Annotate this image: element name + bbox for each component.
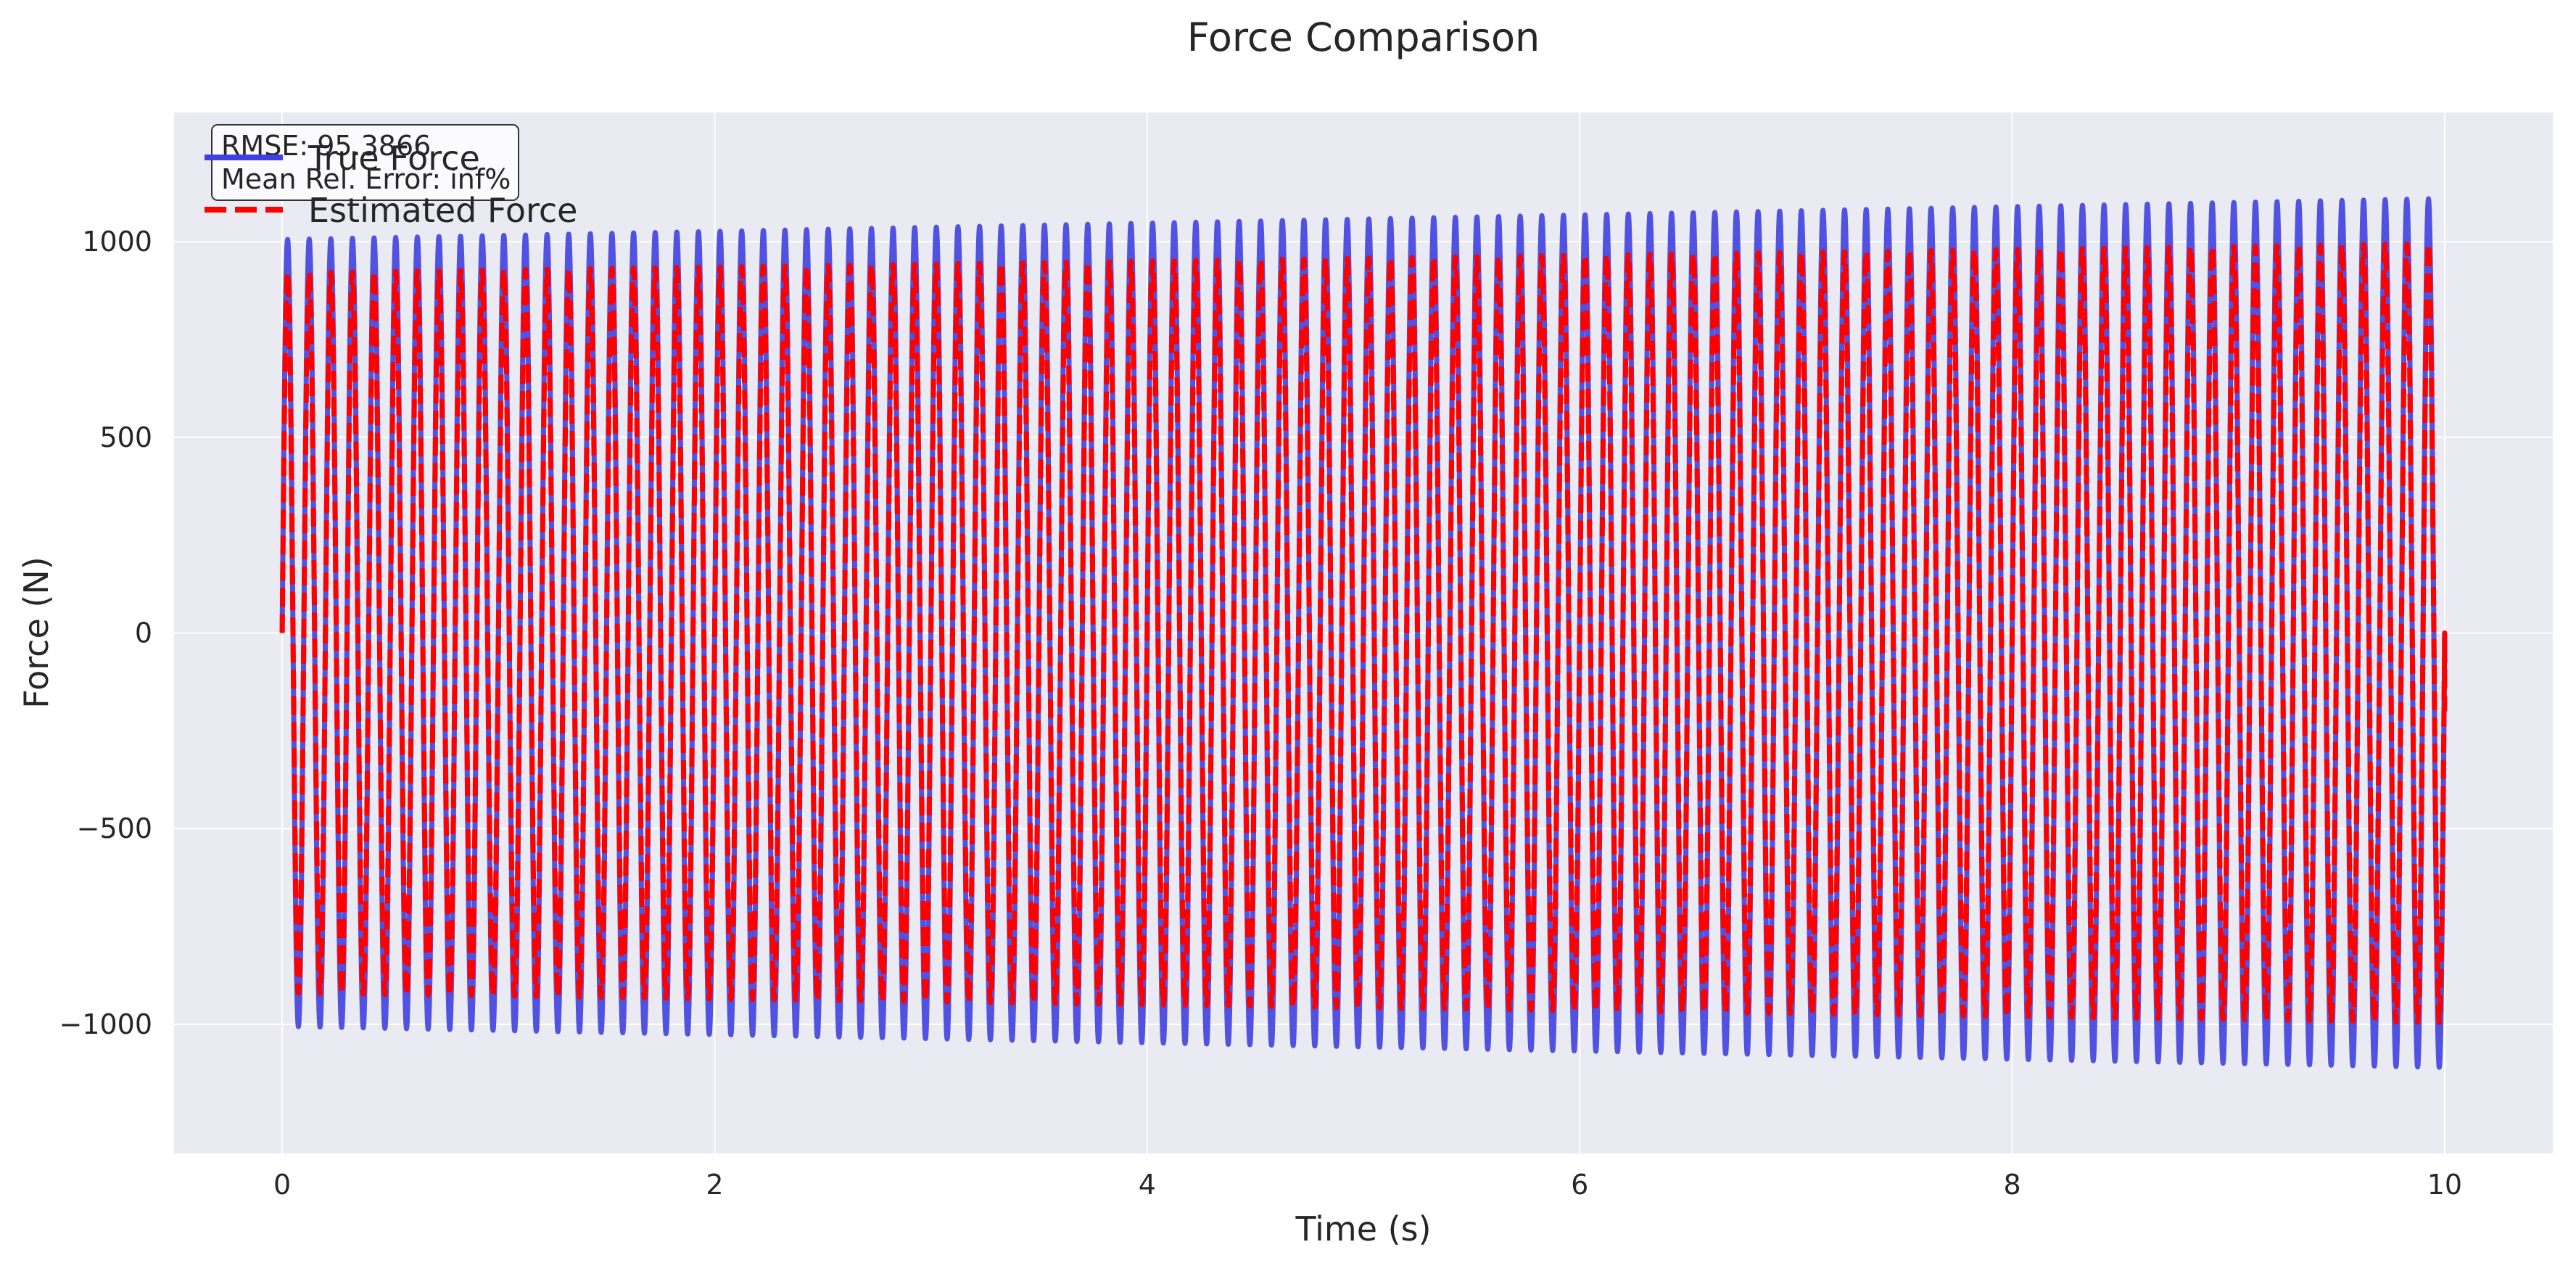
x-tick-label: 10	[2427, 1169, 2462, 1201]
chart-title: Force Comparison	[1187, 15, 1540, 60]
x-tick-label: 4	[1139, 1169, 1156, 1201]
x-tick-label: 8	[2003, 1169, 2020, 1201]
y-tick-label: 1000	[82, 226, 152, 258]
stats-box-frame	[211, 124, 519, 201]
axis-ticks: 0 2 4 6 8 10 −1000 −500 0 500 1000	[59, 226, 2462, 1201]
y-tick-label: 500	[99, 421, 152, 453]
y-tick-label: −1000	[59, 1008, 152, 1040]
legend-estimated-force-label: Estimated Force	[308, 191, 577, 230]
x-tick-label: 6	[1571, 1169, 1588, 1201]
x-axis-label: Time (s)	[1295, 1209, 1431, 1249]
y-axis-label: Force (N)	[17, 556, 56, 708]
stats-annotation: RMSE: 95.3866 Mean Rel. Error: inf%	[211, 124, 519, 201]
series-layer	[279, 196, 2448, 1070]
y-tick-label: −500	[77, 813, 152, 844]
y-tick-label: 0	[135, 617, 152, 649]
x-tick-label: 0	[273, 1169, 291, 1201]
legend: True Force Estimated Force	[205, 139, 577, 230]
mean-rel-error-text: Mean Rel. Error: inf%	[221, 163, 511, 195]
legend-true-force-label: True Force	[307, 139, 480, 178]
estimated-force-series-line	[279, 241, 2448, 1025]
x-tick-label: 2	[706, 1169, 723, 1201]
